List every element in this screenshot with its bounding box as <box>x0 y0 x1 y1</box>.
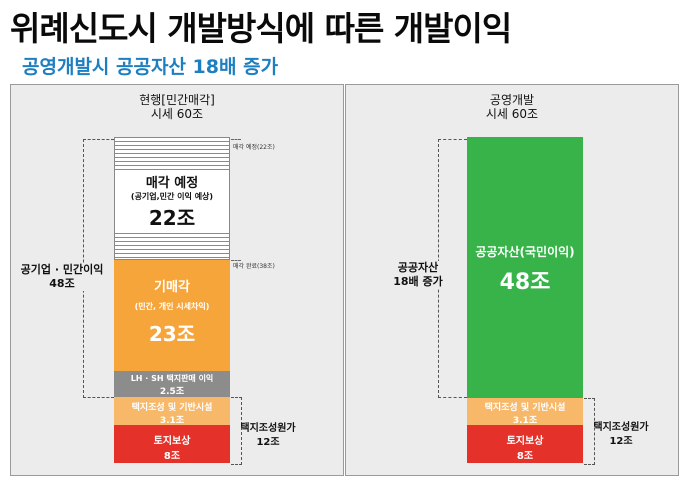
bar-segment-lh-sh-profit: LH · SH 택지판매 이익 2.5조 <box>114 371 230 397</box>
segment-value: 2.5조 <box>159 387 185 397</box>
tick-label-sold: 매각 완료(38조) <box>233 263 275 270</box>
right-chart-title: 공영개발 <box>489 93 535 107</box>
bracket-label: 공공자산 <box>397 261 439 274</box>
segment-value: 22조 <box>115 202 229 231</box>
segment-value: 3.1조 <box>159 416 185 426</box>
segment-label: 매각 예정 <box>115 172 229 191</box>
bracket-label-site-cost: 택지조성원가 12조 <box>233 422 303 450</box>
right-chart-total: 시세 60조 <box>485 107 539 121</box>
segment-value: 3.1조 <box>512 416 538 426</box>
bar-segment-site-development: 택지조성 및 기반시설 3.1조 <box>114 397 230 426</box>
bracket-site-cost <box>231 397 242 465</box>
bar-segment-public-assets: 공공자산(국민이익) 48조 <box>467 137 583 398</box>
bracket-value: 48조 <box>49 277 75 290</box>
tick-line <box>231 139 241 140</box>
segment-value: 23조 <box>148 322 196 346</box>
segment-sublabel: (공기업,민간 이익 예상) <box>115 191 229 202</box>
segment-label: 택지조성 및 기반시설 <box>131 403 213 413</box>
bracket-label: 택지조성원가 <box>593 422 649 433</box>
page-subtitle: 공영개발시 공공자산 18배 증가 <box>22 56 279 78</box>
bar-segment-sold: 기매각 (민간, 개인 시세차익) 23조 <box>114 260 230 371</box>
segment-label: LH · SH 택지판매 이익 <box>130 374 214 383</box>
page-title: 위례신도시 개발방식에 따른 개발이익 <box>10 9 512 48</box>
right-chart-panel: 공영개발 시세 60조 공공자산(국민이익) 48조 택지조성 및 기반시설 3… <box>345 84 679 476</box>
left-chart-panel: 현행[민간매각] 시세 60조 매각 예정 (공기업,민간 이익 예상) 22조… <box>10 84 344 476</box>
bracket-label-public-assets: 공공자산 18배 증가 <box>382 261 454 289</box>
bar-segment-land-compensation: 토지보상 8조 <box>114 425 230 463</box>
segment-value: 8조 <box>516 451 534 462</box>
segment-value: 8조 <box>163 451 181 462</box>
left-chart-total: 시세 60조 <box>150 107 204 121</box>
segment-value: 48조 <box>499 270 551 295</box>
segment-sublabel: (민간, 개인 시세차익) <box>134 302 210 311</box>
left-chart-title: 현행[민간매각] <box>139 93 215 107</box>
segment-label: 공공자산(국민이익) <box>475 245 575 259</box>
bracket-label: 택지조성원가 <box>240 423 296 434</box>
tick-line <box>231 260 241 261</box>
segment-label: 토지보상 <box>153 436 191 447</box>
tick-label-planned: 매각 예정(22조) <box>233 144 275 151</box>
segment-label: 기매각 <box>154 280 190 295</box>
segment-label: 토지보상 <box>506 436 544 447</box>
bar-segment-land-compensation: 토지보상 8조 <box>467 425 583 463</box>
segment-label: 택지조성 및 기반시설 <box>484 403 566 413</box>
bar-segment-sale-planned: 매각 예정 (공기업,민간 이익 예상) 22조 <box>114 137 230 260</box>
bracket-label-private-profit: 공기업 · 민간이익 48조 <box>17 263 107 291</box>
bar-segment-site-development: 택지조성 및 기반시설 3.1조 <box>467 398 583 426</box>
bracket-value: 18배 증가 <box>393 275 443 288</box>
bracket-label: 공기업 · 민간이익 <box>20 263 104 276</box>
bracket-value: 12조 <box>609 436 633 447</box>
bracket-value: 12조 <box>256 437 280 448</box>
bracket-site-cost <box>584 398 595 465</box>
bracket-label-site-cost: 택지조성원가 12조 <box>586 421 656 449</box>
